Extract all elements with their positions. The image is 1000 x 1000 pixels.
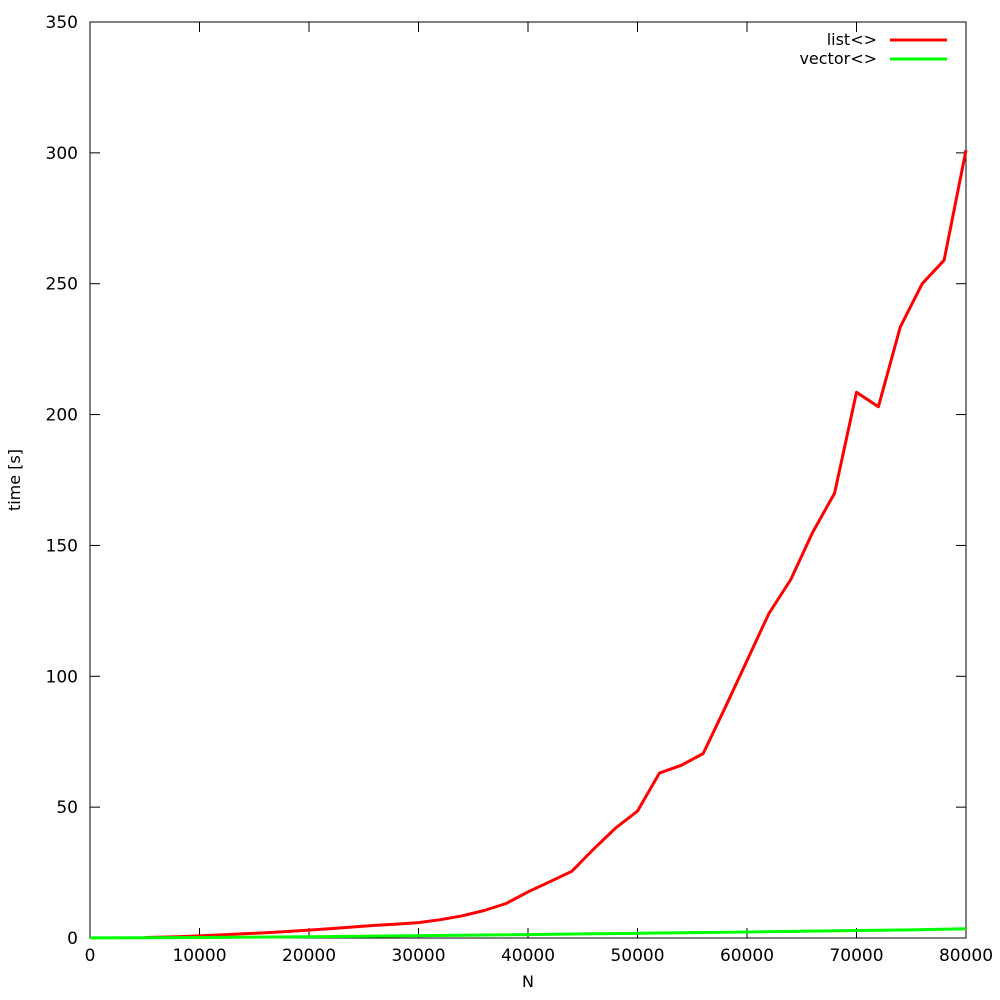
- y-axis-label: time [s]: [5, 449, 24, 511]
- series-line-vector: [89, 927, 967, 940]
- y-tick-label: 250: [46, 275, 78, 295]
- legend: list<> vector<>: [799, 30, 947, 68]
- x-tick-label: 40000: [501, 946, 555, 966]
- x-tick-label: 10000: [172, 946, 226, 966]
- x-tick-label: 70000: [829, 946, 883, 966]
- y-tick-label: 350: [46, 13, 78, 33]
- x-tick-label: 0: [85, 946, 96, 966]
- legend-label-list: list<>: [827, 30, 877, 49]
- x-tick-label: 80000: [939, 946, 993, 966]
- x-tick-label: 20000: [282, 946, 336, 966]
- plot-border: [89, 21, 967, 939]
- x-tick-label: 30000: [391, 946, 445, 966]
- legend-label-vector: vector<>: [799, 49, 877, 68]
- y-tick-label: 100: [46, 667, 78, 687]
- y-tick-label: 50: [56, 798, 78, 818]
- y-tick-label: 150: [46, 536, 78, 556]
- y-tick-label: 300: [46, 144, 78, 164]
- y-tick-label: 200: [46, 406, 78, 426]
- x-tick-label: 60000: [720, 946, 774, 966]
- series-line-list: [144, 149, 968, 939]
- x-tick-label: 50000: [610, 946, 664, 966]
- x-axis-label: N: [522, 972, 534, 991]
- y-tick-label: 0: [67, 929, 78, 949]
- plot-generated-layer: 0 10000 20000 30000 40000 50000 60000 70000 8000…: [46, 13, 994, 966]
